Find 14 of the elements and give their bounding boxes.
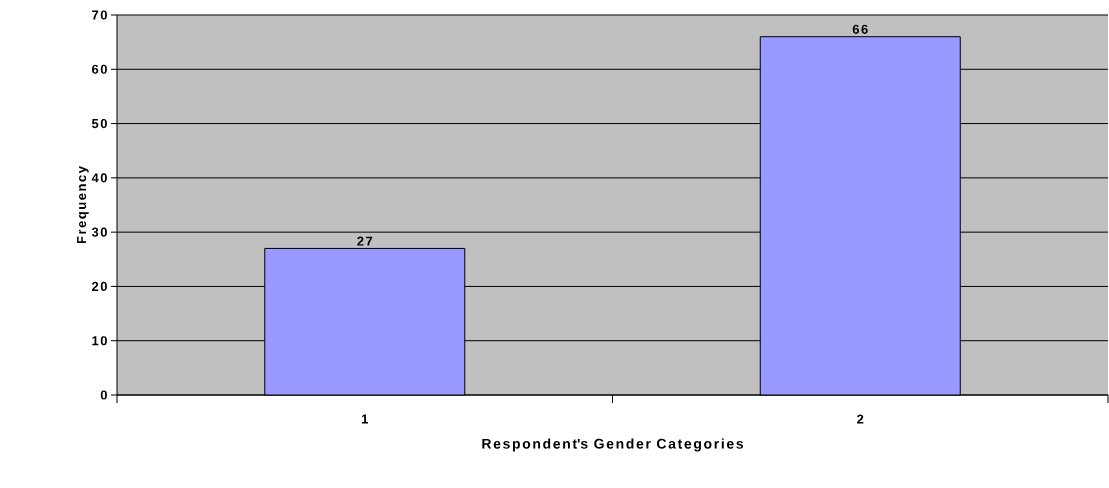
- y-tick-label: 60: [91, 64, 107, 74]
- y-axis-title: Frequency: [77, 166, 89, 244]
- y-tick-label: 70: [92, 10, 107, 20]
- data-label: 66: [852, 24, 868, 34]
- x-axis-title: Respondent's Gender Categories: [482, 438, 744, 452]
- y-tick-label: 20: [91, 281, 107, 292]
- y-tick-label: 30: [91, 227, 107, 237]
- x-tick-label: 1: [361, 414, 368, 424]
- y-tick-label: 10: [92, 336, 107, 346]
- y-tick-label: 50: [91, 118, 107, 129]
- x-tick-label: 2: [857, 414, 864, 424]
- data-label: 27: [357, 236, 373, 246]
- y-tick-label: 40: [91, 173, 107, 183]
- y-tick-label: 0: [100, 390, 107, 400]
